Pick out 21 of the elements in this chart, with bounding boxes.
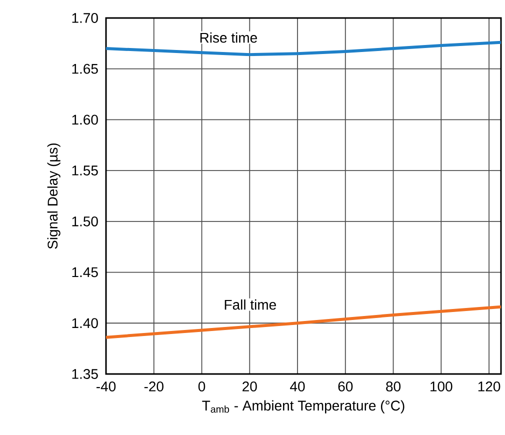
x-tick-label: 100 (430, 382, 452, 392)
annotation: Fall time (224, 299, 276, 310)
annotation: Rise time (200, 32, 257, 43)
y-tick-label: 1.55 (72, 166, 98, 176)
y-tick-label: 1.60 (72, 114, 98, 125)
y-tick-label: 1.65 (72, 64, 98, 74)
y-tick-label: 1.45 (72, 267, 98, 278)
x-tick-label: 60 (338, 382, 353, 392)
x-tick-label: 120 (478, 382, 500, 392)
x-axis-title: T$_{amb}$ - Ambient Temperature (°C) (202, 400, 404, 414)
y-axis-title: Signal Delay (µs) (47, 143, 60, 249)
y-tick-label: 1.40 (72, 318, 98, 328)
x-tick-label: 80 (386, 382, 401, 392)
x-tick-label: -40 (96, 382, 116, 392)
x-tick-label: 20 (242, 382, 257, 392)
x-tick-label: 0 (198, 382, 206, 392)
y-tick-label: 1.50 (72, 216, 98, 226)
y-tick-label: 1.70 (72, 13, 98, 23)
y-tick-label: 1.35 (72, 369, 98, 379)
x-tick-label: 40 (290, 382, 305, 392)
x-tick-label: -20 (144, 382, 164, 392)
